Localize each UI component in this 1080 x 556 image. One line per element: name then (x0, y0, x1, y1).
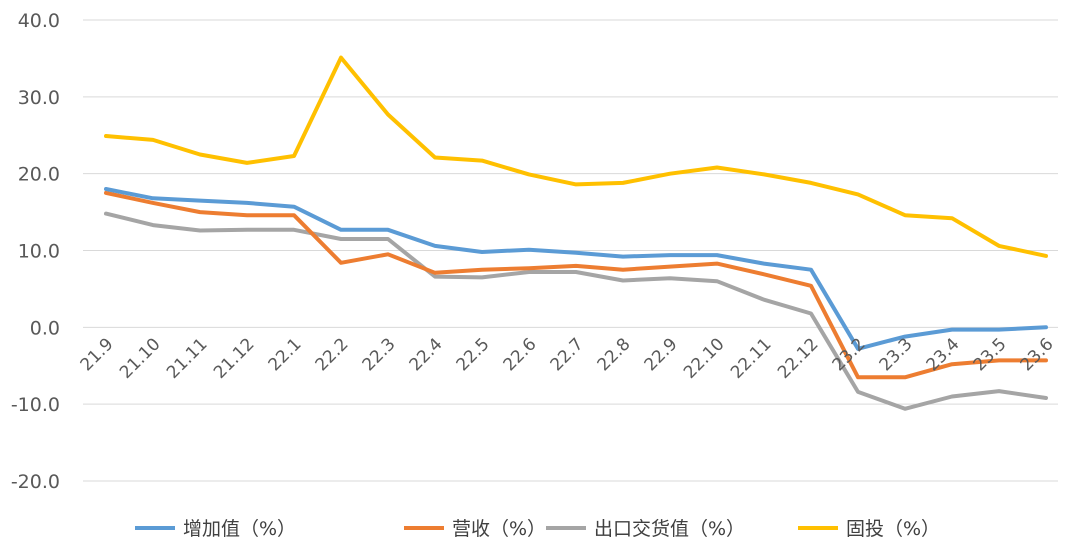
x-tick-label: 21.10 (116, 334, 165, 383)
y-tick-label: 0.0 (30, 317, 60, 339)
y-tick-label: 20.0 (18, 164, 60, 186)
x-tick-label: 22.9 (641, 334, 682, 375)
series-line-3 (104, 211, 1048, 411)
series-lines (104, 55, 1048, 411)
x-tick-label: 22.8 (594, 334, 635, 375)
x-tick-label: 22.6 (500, 334, 541, 375)
legend-label-2: 营收（%） (452, 518, 546, 540)
x-tick-label: 22.12 (774, 334, 823, 383)
x-tick-label: 23.6 (1017, 334, 1058, 375)
y-tick-label: 10.0 (18, 241, 60, 263)
series-line-4 (104, 55, 1048, 258)
x-tick-label: 21.11 (163, 334, 212, 383)
x-tick-label: 22.11 (727, 334, 776, 383)
x-tick-label: 21.12 (210, 334, 259, 383)
y-axis-tick-labels: 40.0 30.0 20.0 10.0 0.0 -10.0 -20.0 (11, 10, 60, 493)
x-tick-label: 22.5 (453, 334, 494, 375)
x-tick-label: 22.3 (359, 334, 400, 375)
gridlines (83, 19, 1058, 482)
x-tick-label: 21.9 (77, 334, 118, 375)
x-tick-label: 22.2 (312, 334, 353, 375)
x-tick-label: 22.4 (406, 334, 447, 375)
legend-label-3: 出口交货值（%） (594, 518, 745, 540)
x-tick-label: 22.1 (265, 334, 306, 375)
x-tick-label: 23.2 (829, 334, 870, 375)
series-line-1 (104, 187, 1048, 351)
legend-label-4: 固投（%） (846, 518, 940, 540)
x-tick-label: 23.3 (876, 334, 917, 375)
legend-label-1: 增加值（%） (183, 518, 296, 540)
y-tick-label: 40.0 (18, 10, 60, 32)
legend: 增加值（%） 营收（%） 出口交货值（%） 固投（%） (135, 518, 940, 540)
y-tick-label: -10.0 (11, 394, 60, 416)
x-tick-label: 23.5 (970, 334, 1011, 375)
y-tick-label: -20.0 (11, 471, 60, 493)
series-line-2 (104, 190, 1048, 380)
x-tick-label: 22.10 (680, 334, 729, 383)
x-tick-label: 22.7 (547, 334, 588, 375)
y-tick-label: 30.0 (18, 87, 60, 109)
